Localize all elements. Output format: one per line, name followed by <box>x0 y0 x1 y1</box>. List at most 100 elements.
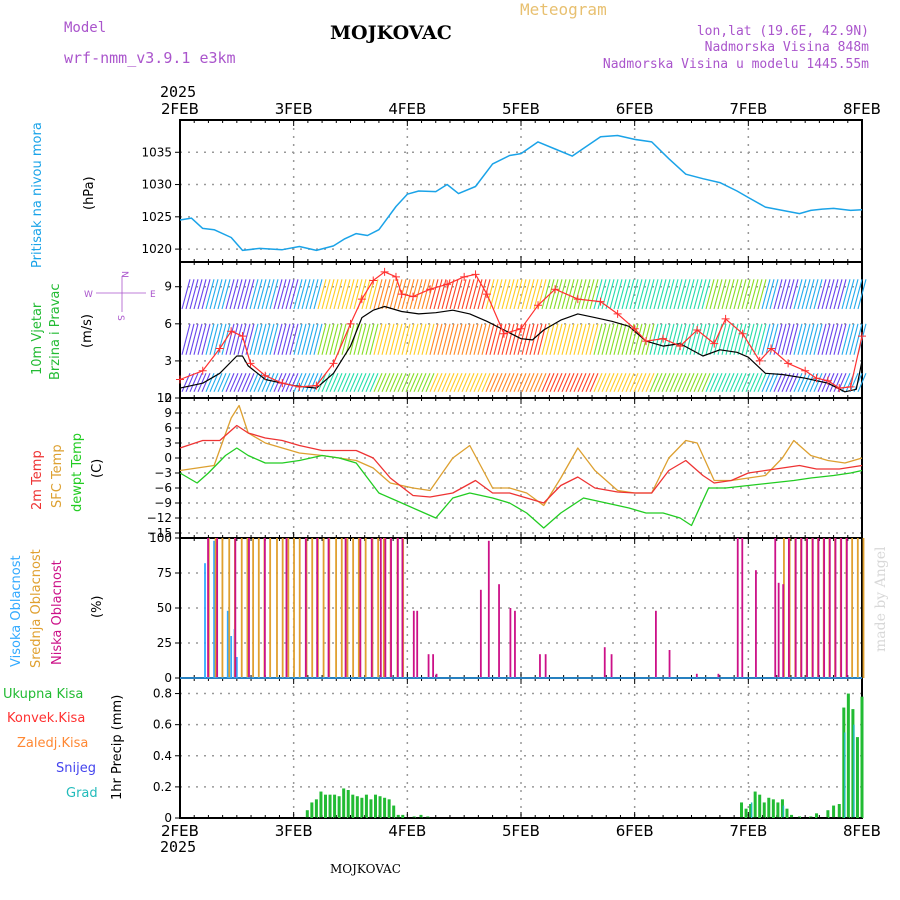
cloud-bar-niska <box>427 654 430 678</box>
cloud-bar-niska <box>817 538 820 678</box>
xtick-label-top: 6FEB <box>616 100 654 118</box>
ytick-label-precipitation: 0 <box>164 811 172 825</box>
gust-marker <box>801 366 810 375</box>
wind-barb-low <box>633 373 643 393</box>
cloud-bar-niska <box>401 538 404 678</box>
gust-marker <box>784 359 793 368</box>
wind-barb-high <box>281 279 291 310</box>
wind-barb-mid <box>697 323 707 355</box>
cloud-bar-niska <box>539 654 541 678</box>
wind-barb-mid <box>281 323 291 355</box>
wind-barb-mid <box>249 323 259 355</box>
wind-barb-high <box>273 279 283 310</box>
wind-barb-mid <box>321 323 331 355</box>
wind-barb-low <box>693 373 703 393</box>
wind-barb-high <box>309 279 319 310</box>
wind-barb-high <box>317 279 327 310</box>
wind-barb-high <box>257 279 267 310</box>
wind-barb-high <box>233 279 243 310</box>
wind-barb-mid <box>369 323 379 355</box>
wind-barb-low <box>761 373 771 393</box>
wind-barb-low <box>329 373 339 393</box>
wind-barb-low <box>361 373 371 393</box>
wind-barb-mid <box>681 323 691 355</box>
wind-barb-low <box>625 373 635 393</box>
wind-barb-low <box>725 373 735 393</box>
wind-barb-low <box>189 373 199 393</box>
ytick-label-pressure: 1020 <box>141 242 172 256</box>
wind-barb-high <box>509 279 519 310</box>
wind-barb-low <box>341 373 351 393</box>
wind-barb-low <box>453 373 463 393</box>
wind-barb-mid <box>189 323 199 355</box>
precip-bar-total <box>860 696 864 818</box>
wind-barb-high <box>765 279 775 310</box>
wind-barb-low <box>573 373 583 393</box>
wind-barb-high <box>189 279 199 310</box>
wind-barb-low <box>413 373 423 393</box>
wind-barb-low <box>481 373 491 393</box>
wind-barb-high <box>585 279 595 310</box>
wind-barb-mid <box>441 323 451 355</box>
wind-barb-low <box>245 373 255 393</box>
precip-bar-total <box>832 805 836 818</box>
wind-barb-low <box>773 373 783 393</box>
gust-marker <box>846 382 855 391</box>
ytick-label-cloud: 100 <box>149 531 172 545</box>
wind-barb-high <box>753 279 763 310</box>
wind-barb-high <box>597 279 607 310</box>
cloud-bar-srednja <box>276 538 278 678</box>
wind-barb-low <box>437 373 447 393</box>
wind-barb-high <box>501 279 511 310</box>
wind-barb-high <box>645 279 655 310</box>
wind-barb-low <box>369 373 379 393</box>
wind-barb-mid <box>581 323 591 355</box>
wind-barb-mid <box>297 323 307 355</box>
wind-barb-mid <box>733 323 743 355</box>
xtick-label-bottom: 5FEB <box>502 822 540 840</box>
wind-barb-high <box>769 279 779 310</box>
wind-barb-mid <box>621 323 631 355</box>
gust-marker <box>630 324 639 333</box>
precip-bar-total <box>744 808 748 818</box>
cloud-bar-srednja <box>298 538 301 678</box>
wind-barb-high <box>701 279 711 310</box>
wind-barb-low <box>561 373 571 393</box>
wind-barb-high <box>733 279 743 310</box>
wind-barb-high <box>253 279 263 310</box>
cloud-bar-niska <box>514 610 516 678</box>
gust-marker <box>443 280 452 289</box>
legend-grad: Grad <box>66 786 98 801</box>
wind-barb-mid <box>601 323 611 355</box>
wind-barb-high <box>749 279 759 310</box>
cloud-bar-niska <box>396 538 399 678</box>
wind-barb-high <box>653 279 663 310</box>
wind-barb-low <box>477 373 487 393</box>
wind-barb-mid <box>781 323 791 355</box>
cloud-bar-niska <box>390 538 392 678</box>
wind-barb-low <box>505 373 515 393</box>
wind-barb-low <box>237 373 247 393</box>
wind-barb-low <box>469 373 479 393</box>
cloud-bar-niska <box>806 538 808 678</box>
ytick-label-temperature: 0 <box>164 451 172 465</box>
precip-bar-total <box>809 816 813 818</box>
precip-bar-total <box>314 799 318 818</box>
wind-barb-mid <box>557 323 567 355</box>
wind-barb-low <box>661 373 671 393</box>
ytick-label-wind: 9 <box>164 280 172 294</box>
wind-barb-low <box>349 373 359 393</box>
panel-frame-temperature <box>179 397 863 539</box>
wind-barb-mid <box>409 323 419 355</box>
cloud-bar-srednja <box>352 538 355 678</box>
wind-barb-high <box>681 279 691 310</box>
wind-barb-mid <box>457 323 467 355</box>
gust-marker <box>176 375 184 384</box>
footer-station: MOJKOVAC <box>330 862 401 876</box>
precip-bar-total <box>412 816 416 818</box>
precip-bar-total <box>771 799 775 818</box>
wind-barb-low <box>537 373 547 393</box>
wind-barb-mid <box>325 323 335 355</box>
wind-barb-high <box>785 279 795 310</box>
wind-barb-low <box>525 373 535 393</box>
